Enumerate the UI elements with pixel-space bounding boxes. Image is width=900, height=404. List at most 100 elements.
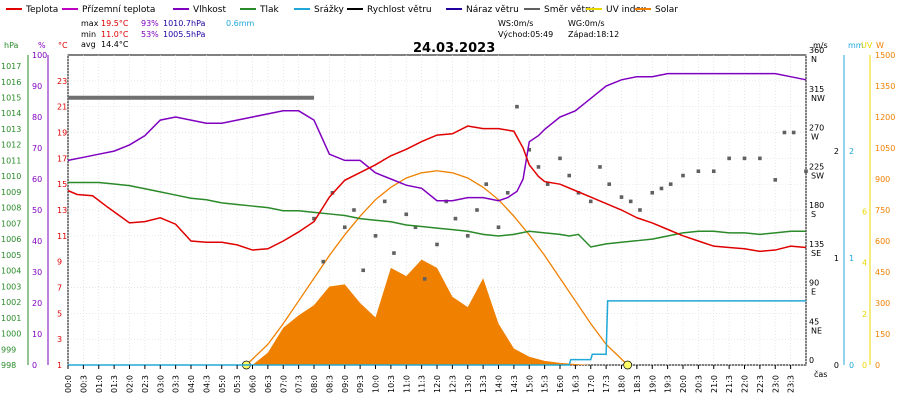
wind-direction-point — [404, 212, 409, 217]
x-tick-label: 20:3 — [694, 375, 703, 393]
x-tick-label: 10:0 — [372, 375, 381, 393]
wind-direction-point — [413, 225, 418, 230]
wind-direction-point — [422, 277, 427, 281]
pressure-tick-label: 1013 — [1, 125, 21, 134]
stat-max-press: 1010.7hPa — [163, 19, 206, 28]
x-tick-label: 07:3 — [295, 375, 304, 393]
x-tick-label: 13:0 — [464, 375, 473, 393]
x-tick-label: 19:3 — [664, 375, 673, 393]
x-tick-label: 00:3 — [79, 375, 88, 393]
temperature-tick-label: 17 — [57, 154, 67, 163]
solar-area — [252, 259, 622, 365]
wind-direction-point — [527, 147, 532, 152]
legend-label: Solar — [655, 5, 678, 15]
axes: hPa% °C9989991000100110021003100410051006… — [1, 41, 895, 393]
wind-direction-point — [668, 182, 673, 186]
stat-min-hum: 53% — [141, 30, 159, 39]
humidity-line — [67, 72, 807, 202]
pressure-tick-label: 1015 — [1, 93, 21, 102]
pressure-tick-label: 1017 — [1, 62, 21, 71]
x-tick-label: 05:3 — [233, 375, 242, 393]
rain-tick-label: 1 — [849, 254, 854, 263]
wind-direction-point — [321, 259, 326, 264]
solar-tick-label: 1200 — [875, 113, 895, 122]
direction-tick-name: E — [811, 288, 816, 297]
legend-label: Směr větru — [544, 5, 594, 15]
x-tick-label: 08:0 — [310, 375, 319, 393]
humidity-tick-label: 40 — [32, 237, 42, 246]
wind-direction-point — [628, 199, 633, 204]
stat-sunrise: Východ:05:49 — [498, 30, 553, 39]
wind-direction-point — [352, 208, 356, 212]
legend-label: Teplota — [25, 5, 58, 15]
wind-direction-point — [312, 216, 316, 221]
stat-max-hum: 93% — [141, 19, 159, 28]
temperature-tick-label: 11 — [57, 232, 67, 241]
x-tick-label: 20:0 — [679, 375, 688, 393]
x-tick-label: 02:3 — [141, 375, 150, 393]
x-tick-label: 15:3 — [541, 375, 550, 393]
wind-direction-point — [496, 225, 501, 230]
x-tick-label: 16:0 — [556, 375, 565, 393]
x-axis-label: čas — [814, 369, 827, 379]
x-tick-label: 17:3 — [602, 375, 611, 393]
x-tick-label: 21:0 — [710, 375, 719, 393]
x-tick-label: 15:0 — [525, 375, 534, 393]
uv-tick-label: 0 — [862, 361, 867, 370]
x-tick-label: 03:3 — [172, 375, 181, 393]
temperature-tick-label: 9 — [57, 258, 62, 267]
wind-direction-point — [453, 216, 458, 221]
chart-stats: max 19.5°C 93% 1010.7hPa 0.6mm min 11.0°… — [81, 19, 619, 49]
wind-direction-point — [598, 165, 602, 169]
stat-avg-label: avg — [81, 40, 96, 49]
solar-tick-label: 300 — [875, 299, 890, 308]
rain-unit: mm — [848, 41, 864, 50]
uv-unit: UV — [861, 41, 873, 50]
wind-direction-point — [650, 190, 655, 195]
legend-label: Srážky — [314, 5, 345, 15]
stat-max-temp: 19.5°C — [101, 19, 129, 28]
wind-direction-point — [791, 130, 796, 135]
x-tick-label: 08:3 — [325, 375, 334, 393]
x-tick-label: 22:0 — [741, 375, 750, 393]
x-tick-label: 07:0 — [279, 375, 288, 393]
legend-label: Náraz větru — [466, 5, 519, 15]
humidity-tick-label: 10 — [32, 330, 42, 339]
direction-tick-degrees: 360 — [809, 46, 824, 55]
wind-direction-point — [711, 169, 716, 174]
x-tick-label: 02:0 — [126, 375, 135, 393]
chart-legend: Teplota Přízemní teplota Vlhkost Tlak Srážky… — [6, 5, 678, 15]
legend-label: UV index — [606, 5, 647, 15]
wind-direction-point — [659, 186, 664, 191]
humidity-unit: % — [38, 41, 46, 50]
x-tick-label: 06:3 — [264, 375, 273, 393]
wind-direction-point — [475, 208, 479, 212]
wind-direction-point — [696, 169, 701, 174]
stat-min-temp: 11.0°C — [101, 30, 129, 39]
x-tick-label: 18:3 — [633, 375, 642, 393]
uv-tick-label: 4 — [862, 259, 867, 268]
pressure-tick-label: 1016 — [1, 78, 21, 87]
x-tick-label: 17:0 — [587, 375, 596, 393]
x-tick-label: 11:0 — [402, 375, 411, 393]
wind-direction-point — [607, 182, 611, 186]
pressure-tick-label: 1004 — [1, 267, 21, 276]
temperature-tick-label: 3 — [57, 335, 62, 344]
rain-tick-label: 2 — [849, 147, 854, 156]
solar-tick-label: 150 — [875, 330, 890, 339]
wind-direction-point — [505, 190, 510, 195]
direction-tick-name: SE — [811, 249, 821, 258]
x-tick-label: 12:0 — [433, 375, 442, 393]
pressure-tick-label: 1008 — [1, 204, 21, 213]
solar-tick-label: 1050 — [875, 144, 895, 153]
x-tick-label: 22:3 — [756, 375, 765, 393]
pressure-tick-label: 1005 — [1, 251, 21, 260]
pressure-tick-label: 1002 — [1, 298, 21, 307]
wind-direction-point — [515, 104, 519, 109]
humidity-tick-label: 80 — [32, 113, 42, 122]
wind-direction-point — [361, 268, 365, 273]
wind-direction-point — [373, 234, 378, 238]
x-tick-label: 14:0 — [495, 375, 504, 393]
